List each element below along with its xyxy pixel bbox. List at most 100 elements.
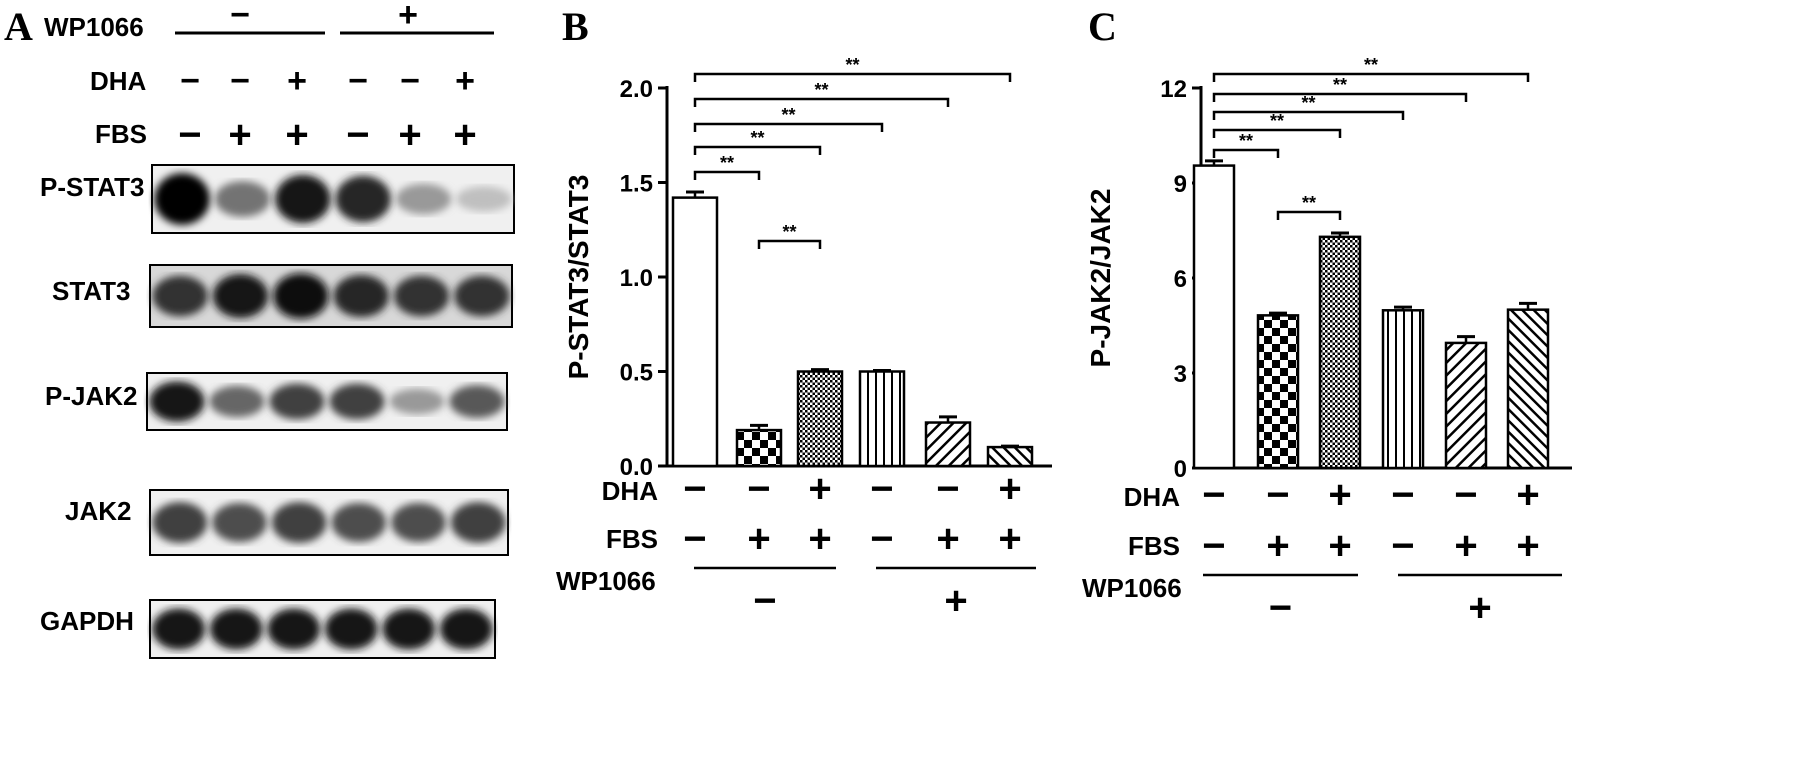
y-tick-label: 0.0 (620, 454, 653, 481)
significance-label: ** (782, 222, 796, 242)
significance-bracket (693, 145, 822, 155)
panel-label-a: A (4, 4, 33, 49)
blot-frame (151, 164, 515, 234)
blot-band (152, 275, 208, 317)
y-tick-label: 0 (1174, 456, 1187, 483)
blot-dha-sign: − (348, 62, 368, 100)
condition-dha-sign: − (1266, 473, 1289, 517)
significance-label: ** (750, 128, 764, 148)
condition-fbs-label: FBS (606, 524, 658, 554)
bar (796, 370, 844, 468)
condition-dha-sign: − (936, 467, 959, 511)
condition-dha-sign: − (1202, 473, 1225, 517)
blot-band (273, 273, 329, 319)
significance-label: ** (1364, 55, 1378, 75)
blot-fbs-sign: + (398, 113, 421, 157)
blot-band (154, 173, 210, 225)
significance-bracket (1212, 110, 1405, 120)
condition-fbs-sign: + (747, 517, 770, 561)
chart-b: 0.0 0.5 1.0 1.5 2.0 P-STAT3/STAT3 ** ** ** ** ** **… (556, 55, 1052, 623)
blot-band (324, 608, 378, 650)
bar (1506, 308, 1550, 470)
blot-row-gapdh: GAPDH (40, 599, 496, 659)
blot-band (331, 502, 387, 543)
blot-band (439, 608, 493, 650)
blot-dha-sign: + (287, 62, 307, 100)
blot-band (393, 275, 450, 317)
bar (858, 370, 906, 468)
blot-row-label: P-STAT3 (40, 172, 144, 202)
blot-row-jak2: JAK2 (65, 489, 509, 556)
condition-fbs-sign: + (808, 517, 831, 561)
bar (671, 196, 719, 468)
bar (924, 421, 972, 468)
condition-fbs-sign: − (683, 517, 706, 561)
blot-band (152, 608, 206, 650)
condition-dha-sign: − (683, 467, 706, 511)
condition-dha-sign: + (1516, 473, 1539, 517)
significance-bracket (693, 122, 884, 132)
blot-dha-label: DHA (90, 66, 147, 96)
significance-bracket (693, 72, 1012, 82)
blot-row-label: STAT3 (52, 276, 130, 306)
bar (735, 428, 783, 468)
blot-frame (149, 599, 496, 659)
y-tick-label: 1.5 (620, 171, 653, 198)
condition-fbs-sign: + (998, 517, 1021, 561)
y-tick-label: 1.0 (620, 265, 653, 292)
y-tick-label: 3 (1174, 361, 1187, 388)
condition-wp-sign: − (753, 579, 776, 623)
bar (1256, 314, 1300, 470)
condition-dha-label: DHA (602, 476, 659, 506)
blot-row-stat3: STAT3 (52, 264, 513, 328)
condition-dha-label: DHA (1124, 482, 1181, 512)
significance-bracket (693, 97, 950, 107)
blot-dha-sign: − (180, 62, 200, 100)
blot-band (391, 502, 446, 543)
blot-band (450, 502, 506, 543)
significance-bracket (1212, 72, 1530, 82)
blot-wp1066-label: WP1066 (44, 12, 144, 42)
bar (1318, 235, 1362, 470)
blot-band (267, 608, 321, 650)
blot-fbs-sign: − (178, 113, 201, 157)
condition-fbs-sign: + (1266, 524, 1289, 568)
panel-label-b: B (562, 4, 589, 49)
blot-band (382, 608, 436, 650)
condition-wp1066-label: WP1066 (1082, 573, 1182, 603)
blot-wp-sign-minus: − (230, 0, 250, 34)
y-tick-label: 12 (1160, 76, 1187, 103)
condition-fbs-sign: − (1391, 524, 1414, 568)
blot-band (214, 181, 271, 217)
blot-band (454, 275, 510, 317)
blot-row-label: P-JAK2 (45, 381, 137, 411)
significance-label: ** (1239, 131, 1253, 151)
blot-band (456, 186, 512, 212)
blot-band (333, 274, 389, 318)
significance-label: ** (1302, 193, 1316, 213)
blot-band (271, 502, 327, 543)
blot-fbs-sign: + (453, 113, 476, 157)
significance-bracket (1276, 210, 1342, 220)
blot-fbs-sign: + (228, 113, 251, 157)
blot-frame (149, 264, 513, 328)
condition-fbs-sign: + (1328, 524, 1351, 568)
y-axis-title: P-JAK2/JAK2 (1085, 189, 1116, 368)
condition-wp-sign: + (1468, 586, 1491, 630)
condition-dha-sign: + (808, 467, 831, 511)
condition-dha-sign: − (1454, 473, 1477, 517)
condition-dha-sign: + (998, 467, 1021, 511)
blot-band (389, 388, 445, 415)
condition-fbs-sign: + (936, 517, 959, 561)
blot-fbs-label: FBS (95, 119, 147, 149)
bar (1444, 341, 1488, 470)
condition-fbs-sign: − (1202, 524, 1225, 568)
blot-frame (146, 372, 508, 431)
condition-wp1066-label: WP1066 (556, 566, 656, 596)
blot-row-p-jak2: P-JAK2 (45, 372, 508, 431)
condition-dha-sign: − (747, 467, 770, 511)
blot-row-label: GAPDH (40, 606, 134, 636)
bar (1192, 164, 1236, 470)
blot-band (395, 183, 452, 215)
condition-wp-sign: − (1269, 586, 1292, 630)
